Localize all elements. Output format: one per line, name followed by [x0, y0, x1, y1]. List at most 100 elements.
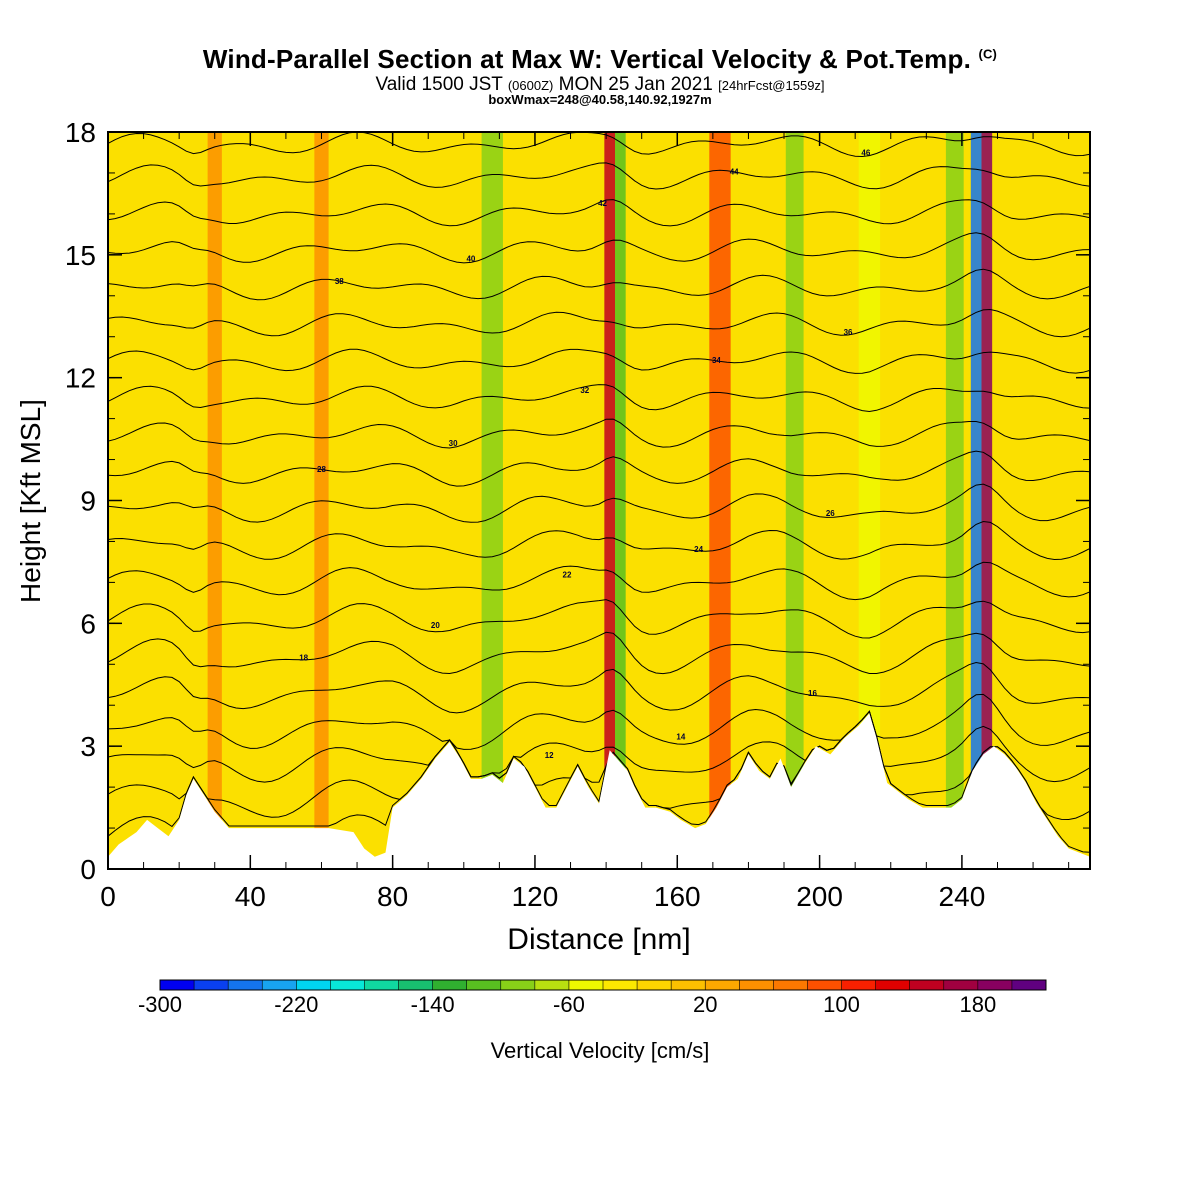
x-tick-label-0: 0: [100, 881, 116, 912]
theta-contour-14: [108, 693, 1090, 750]
velocity-band-6: [785, 132, 804, 869]
theta-contour-22: [108, 561, 1090, 601]
y-tick-label-6: 6: [80, 608, 96, 639]
colorbar-tick-label-3: -60: [553, 992, 585, 1017]
velocity-band-8: [945, 132, 964, 869]
colorbar-swatch-25: [1011, 980, 1047, 990]
colorbar-swatch-1: [194, 980, 229, 990]
colorbar-swatch-14: [637, 980, 672, 990]
theta-contour-label-24: 24: [694, 545, 703, 554]
valid-date: MON 25 Jan 2021: [558, 74, 713, 95]
theta-contour-label-46: 46: [861, 148, 870, 157]
chart-subtitle: Valid 1500 JST (0600Z) MON 25 Jan 2021 […: [0, 74, 1200, 96]
theta-contour-label-26: 26: [826, 509, 835, 518]
valid-prefix: Valid 1500 JST: [375, 74, 503, 95]
colorbar-swatch-21: [875, 980, 911, 990]
colorbar-swatch-3: [262, 980, 297, 990]
y-tick-label-3: 3: [80, 731, 96, 762]
chart-title: Wind-Parallel Section at Max W: Vertical…: [0, 44, 1200, 75]
theta-contour-label-32: 32: [580, 386, 589, 395]
colorbar-tick-label-4: 20: [693, 992, 717, 1017]
x-tick-label-240: 240: [939, 881, 986, 912]
y-tick-label-9: 9: [80, 486, 96, 517]
colorbar-swatch-11: [534, 980, 570, 990]
colorbar-swatch-7: [398, 980, 434, 990]
theta-contour-10: [108, 710, 1090, 821]
forecast-info: [24hrFcst@1559z]: [718, 78, 825, 93]
colorbar-swatch-10: [500, 980, 536, 990]
colorbar-tick-label-0: -300: [138, 992, 182, 1017]
velocity-band-7: [858, 132, 881, 869]
colorbar-swatch-2: [228, 980, 263, 990]
theta-contour-42: [108, 199, 1090, 227]
velocity-band-10: [970, 132, 982, 869]
theta-contour-18: [108, 631, 1090, 675]
colorbar-swatch-6: [364, 980, 400, 990]
theta-contour-label-22: 22: [563, 570, 572, 579]
colorbar-swatch-18: [773, 980, 808, 990]
colorbar-swatch-17: [739, 980, 774, 990]
velocity-band-5: [709, 132, 731, 869]
x-tick-label-40: 40: [235, 881, 266, 912]
colorbar-swatch-13: [603, 980, 638, 990]
colorbar-tick-label-2: -140: [411, 992, 455, 1017]
theta-contour-label-30: 30: [449, 439, 458, 448]
theta-contour-label-36: 36: [844, 328, 853, 337]
valid-utc: (0600Z): [507, 78, 554, 93]
colorbar-tick-label-6: 180: [959, 992, 996, 1017]
colorbar-swatch-19: [807, 980, 843, 990]
y-tick-label-0: 0: [80, 854, 96, 885]
theta-contour-label-18: 18: [299, 653, 308, 662]
copyright-mark: (C): [978, 46, 998, 62]
velocity-band-9: [981, 132, 993, 869]
theta-contour-label-34: 34: [712, 356, 721, 365]
velocity-band-3: [604, 132, 616, 869]
x-tick-label-120: 120: [512, 881, 559, 912]
theta-contour-24: [108, 520, 1090, 561]
theta-contour-38: [108, 268, 1090, 301]
x-tick-label-80: 80: [377, 881, 408, 912]
x-axis-label: Distance [nm]: [507, 923, 690, 956]
theta-contour-28: [108, 450, 1090, 487]
colorbar-swatch-24: [977, 980, 1013, 990]
theta-contour-34: [108, 348, 1090, 374]
velocity-band-4: [615, 132, 626, 869]
colorbar-swatch-5: [330, 980, 365, 990]
theta-contour-16: [108, 661, 1090, 714]
terrain-profile: [108, 713, 1090, 869]
theta-contour-label-44: 44: [730, 168, 739, 177]
colorbar-swatch-16: [705, 980, 740, 990]
colorbar-label: Vertical Velocity [cm/s]: [491, 1038, 710, 1063]
velocity-band-0: [207, 132, 222, 869]
colorbar-swatch-8: [432, 980, 468, 990]
theta-contour-12: [108, 710, 1090, 783]
x-tick-label-200: 200: [796, 881, 843, 912]
theta-contour-label-20: 20: [431, 621, 440, 630]
y-tick-label-12: 12: [65, 363, 96, 394]
theta-contour-32: [108, 384, 1090, 413]
x-tick-label-160: 160: [654, 881, 701, 912]
y-axis-label: Height [Kft MSL]: [15, 399, 46, 603]
boxwmax-info: boxWmax=248@40.58,140.92,1927m: [488, 92, 712, 107]
theta-contour-36: [108, 308, 1090, 338]
theta-contour-label-40: 40: [466, 254, 475, 263]
theta-contour-label-14: 14: [676, 732, 685, 741]
theta-contour-26: [108, 483, 1090, 523]
colorbar-swatch-20: [841, 980, 877, 990]
theta-contour-30: [108, 418, 1090, 449]
y-tick-label-15: 15: [65, 240, 96, 271]
colorbar-swatch-22: [909, 980, 945, 990]
colorbar-swatch-4: [296, 980, 331, 990]
velocity-band-2: [481, 132, 503, 869]
theta-contour-label-12: 12: [545, 751, 554, 760]
theta-contour-label-16: 16: [808, 689, 817, 698]
velocity-field-background: [108, 132, 1090, 869]
theta-contour-label-42: 42: [598, 199, 607, 208]
colorbar-swatch-12: [568, 980, 604, 990]
colorbar-swatch-23: [943, 980, 979, 990]
theta-contour-8: [108, 710, 1090, 853]
theta-contour-label-28: 28: [317, 465, 326, 474]
chart-title-text: Wind-Parallel Section at Max W: Vertical…: [202, 44, 971, 74]
theta-contour-20: [108, 599, 1090, 639]
